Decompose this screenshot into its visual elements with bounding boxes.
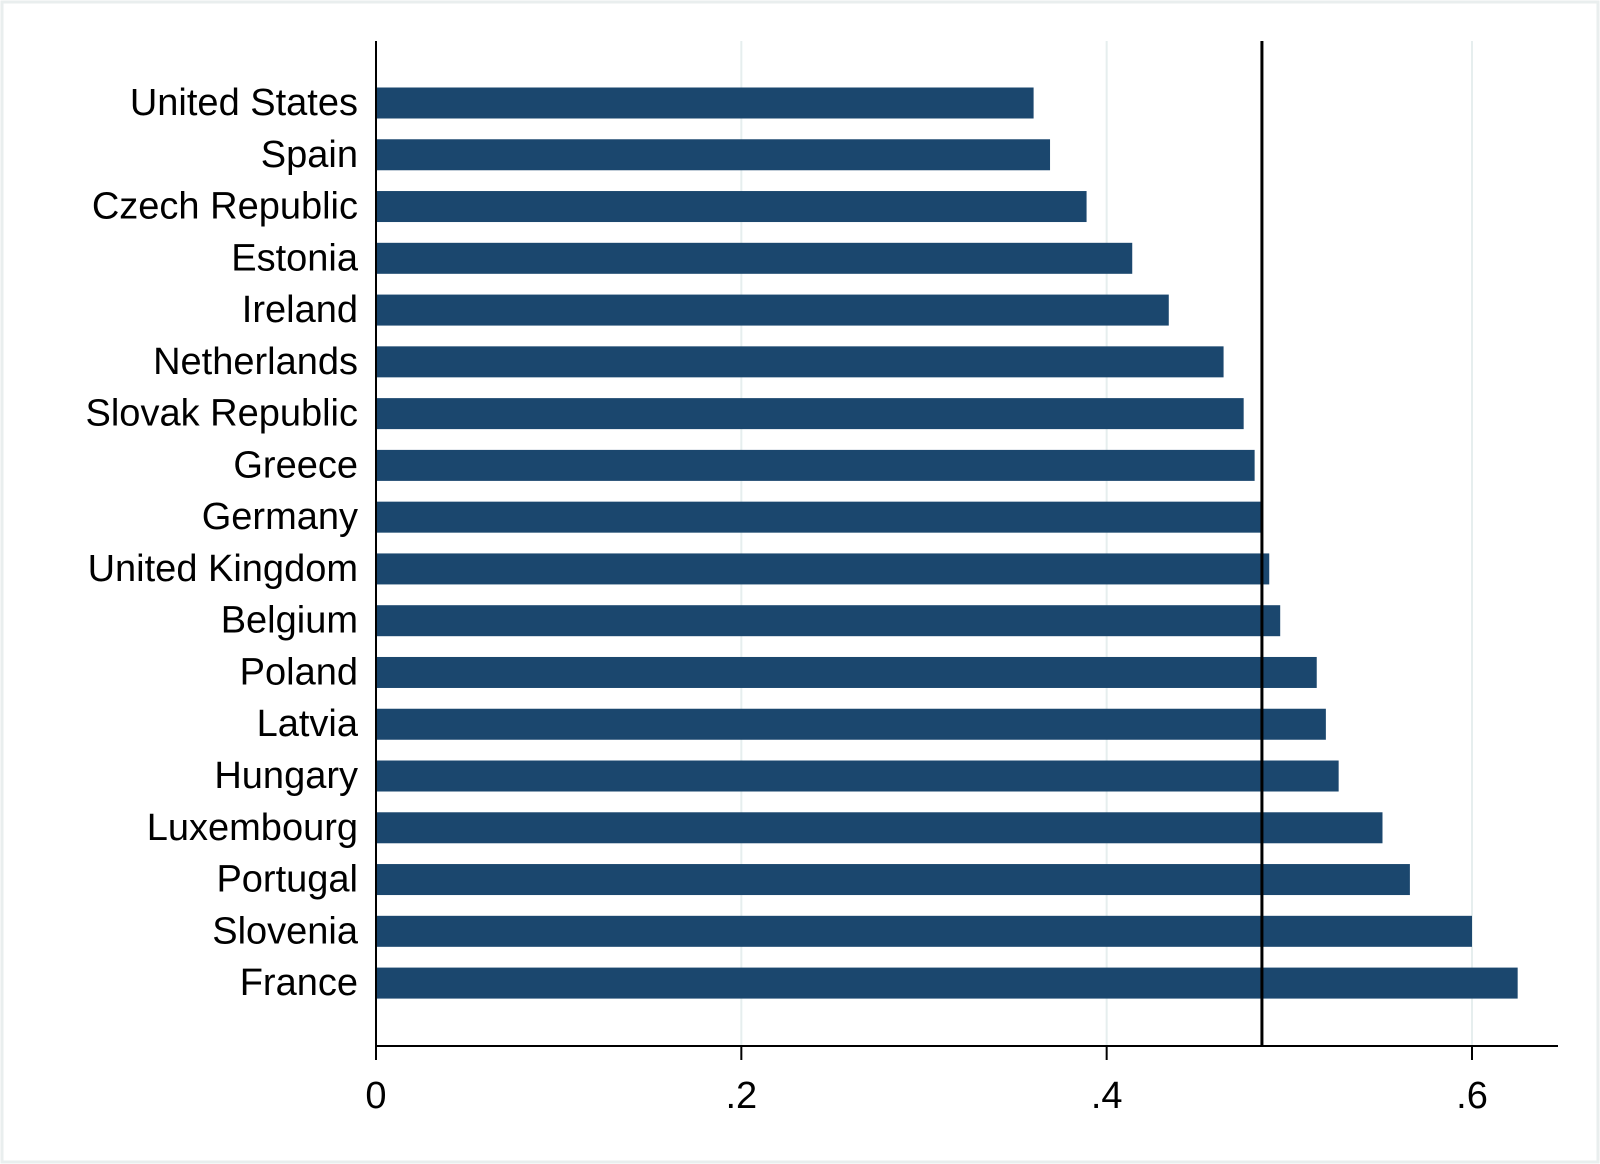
bars <box>376 87 1518 999</box>
bar-17 <box>376 967 1518 999</box>
bar-2 <box>376 191 1087 223</box>
bar-13 <box>376 760 1339 792</box>
x-tick-label-2: .4 <box>1091 1075 1123 1117</box>
bar-15 <box>376 864 1410 896</box>
category-label-16: Slovenia <box>212 910 359 952</box>
bar-0 <box>376 87 1034 119</box>
category-label-11: Poland <box>240 651 358 693</box>
category-label-10: Belgium <box>221 600 358 642</box>
x-tick-labels: 0 .2 .4 .6 <box>365 1075 1487 1117</box>
category-label-17: France <box>240 962 358 1004</box>
category-label-7: Greece <box>233 444 358 486</box>
category-label-15: Portugal <box>216 859 358 901</box>
bar-1 <box>376 139 1051 171</box>
category-label-1: Spain <box>261 134 358 176</box>
bar-11 <box>376 656 1317 688</box>
bar-9 <box>376 553 1270 585</box>
bar-14 <box>376 812 1383 844</box>
bar-16 <box>376 915 1472 947</box>
category-label-13: Hungary <box>214 755 358 797</box>
category-labels: United States Spain Czech Republic Estonia I… <box>86 82 359 1004</box>
x-tick-label-1: .2 <box>725 1075 757 1117</box>
category-label-6: Slovak Republic <box>86 393 358 435</box>
category-label-5: Netherlands <box>153 341 358 383</box>
axes <box>375 41 1558 1060</box>
category-label-0: United States <box>130 82 358 124</box>
bar-12 <box>376 708 1326 740</box>
bar-4 <box>376 294 1169 326</box>
x-tick-label-0: 0 <box>365 1075 386 1117</box>
category-label-3: Estonia <box>231 237 359 279</box>
bar-5 <box>376 346 1224 378</box>
category-label-8: Germany <box>202 496 358 538</box>
bar-7 <box>376 449 1255 481</box>
bar-10 <box>376 605 1281 637</box>
x-tick-label-3: .6 <box>1456 1075 1488 1117</box>
category-label-2: Czech Republic <box>92 186 358 228</box>
bar-6 <box>376 398 1244 430</box>
category-label-14: Luxembourg <box>147 807 358 849</box>
category-label-12: Latvia <box>257 703 359 745</box>
category-label-4: Ireland <box>242 289 358 331</box>
category-label-9: United Kingdom <box>88 548 358 590</box>
bar-3 <box>376 242 1133 274</box>
bar-8 <box>376 501 1262 533</box>
